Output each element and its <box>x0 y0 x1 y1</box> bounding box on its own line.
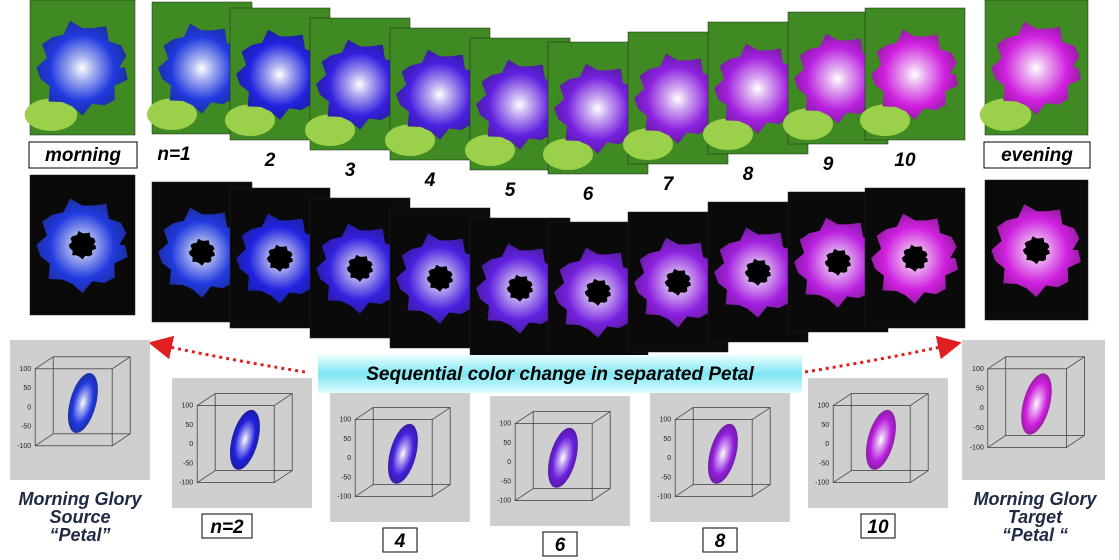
source-label: morning <box>45 145 121 166</box>
banner: Sequential color change in separated Pet… <box>366 364 754 385</box>
arrow-left <box>160 345 305 372</box>
sequence-label: 5 <box>505 180 516 201</box>
plot-tick: -50 <box>183 460 193 467</box>
plot-tick: -50 <box>974 425 984 432</box>
source-caption: Morning Glory <box>19 489 143 509</box>
plot-tick: -50 <box>661 474 671 481</box>
plot-tick: 50 <box>343 436 351 443</box>
arrow-right <box>805 345 950 372</box>
plot-tick: 50 <box>821 422 829 429</box>
target-caption: Morning Glory <box>974 489 1098 509</box>
source-caption: “Petal” <box>49 525 110 545</box>
plot-tick: -100 <box>497 498 511 505</box>
plot-tick: -50 <box>21 424 31 431</box>
plot-tick: 100 <box>660 417 672 424</box>
plot-tick: 0 <box>347 455 351 462</box>
plot-label: 4 <box>394 531 406 552</box>
target-label: evening <box>1001 145 1073 166</box>
plot-tick: -100 <box>179 480 193 487</box>
plot-tick: -100 <box>970 444 984 451</box>
plot-tick: 100 <box>340 417 352 424</box>
plot-tick: 0 <box>667 455 671 462</box>
sequence-label: 4 <box>424 170 436 191</box>
plot-tick: -100 <box>657 494 671 501</box>
plot-tick: 50 <box>663 436 671 443</box>
plot-tick: -100 <box>337 494 351 501</box>
target-caption: Target <box>1008 507 1063 527</box>
sequence-label: 2 <box>264 150 276 171</box>
plot-tick: -50 <box>819 460 829 467</box>
plot-tick: 0 <box>980 405 984 412</box>
plot-tick: 100 <box>182 403 194 410</box>
plot-tick: 50 <box>23 385 31 392</box>
source-caption: Source <box>49 507 110 527</box>
sequence-label: 3 <box>345 160 356 181</box>
plot-tick: -100 <box>17 443 31 450</box>
plot-tick: 100 <box>818 403 830 410</box>
plot-tick: 50 <box>185 422 193 429</box>
plot-label: 10 <box>867 517 889 538</box>
plot-label: 8 <box>715 531 726 552</box>
plot-tick: 0 <box>27 404 31 411</box>
sequence-label: 10 <box>894 150 916 171</box>
target-caption: “Petal “ <box>1002 525 1068 545</box>
plot-tick: 100 <box>20 366 32 373</box>
plot-tick: 100 <box>500 421 512 428</box>
plot-tick: 0 <box>507 459 511 466</box>
plot-tick: -50 <box>501 478 511 485</box>
plot-tick: 50 <box>976 385 984 392</box>
sequence-label: 9 <box>823 154 834 175</box>
sequence-label: 7 <box>663 174 675 195</box>
figure: 100500-50-100100500-50-100100500-50-100n… <box>0 0 1119 560</box>
sequence-label: 8 <box>743 164 754 185</box>
plot-tick: -50 <box>341 474 351 481</box>
plot-tick: 0 <box>189 441 193 448</box>
plot-tick: 50 <box>503 440 511 447</box>
plot-tick: 0 <box>825 441 829 448</box>
sequence-label: 6 <box>583 184 594 205</box>
plot-tick: -100 <box>815 480 829 487</box>
sequence-label: n=1 <box>157 144 190 165</box>
plot-label: n=2 <box>210 517 244 538</box>
plot-tick: 100 <box>972 366 984 373</box>
plot-label: 6 <box>555 535 566 556</box>
